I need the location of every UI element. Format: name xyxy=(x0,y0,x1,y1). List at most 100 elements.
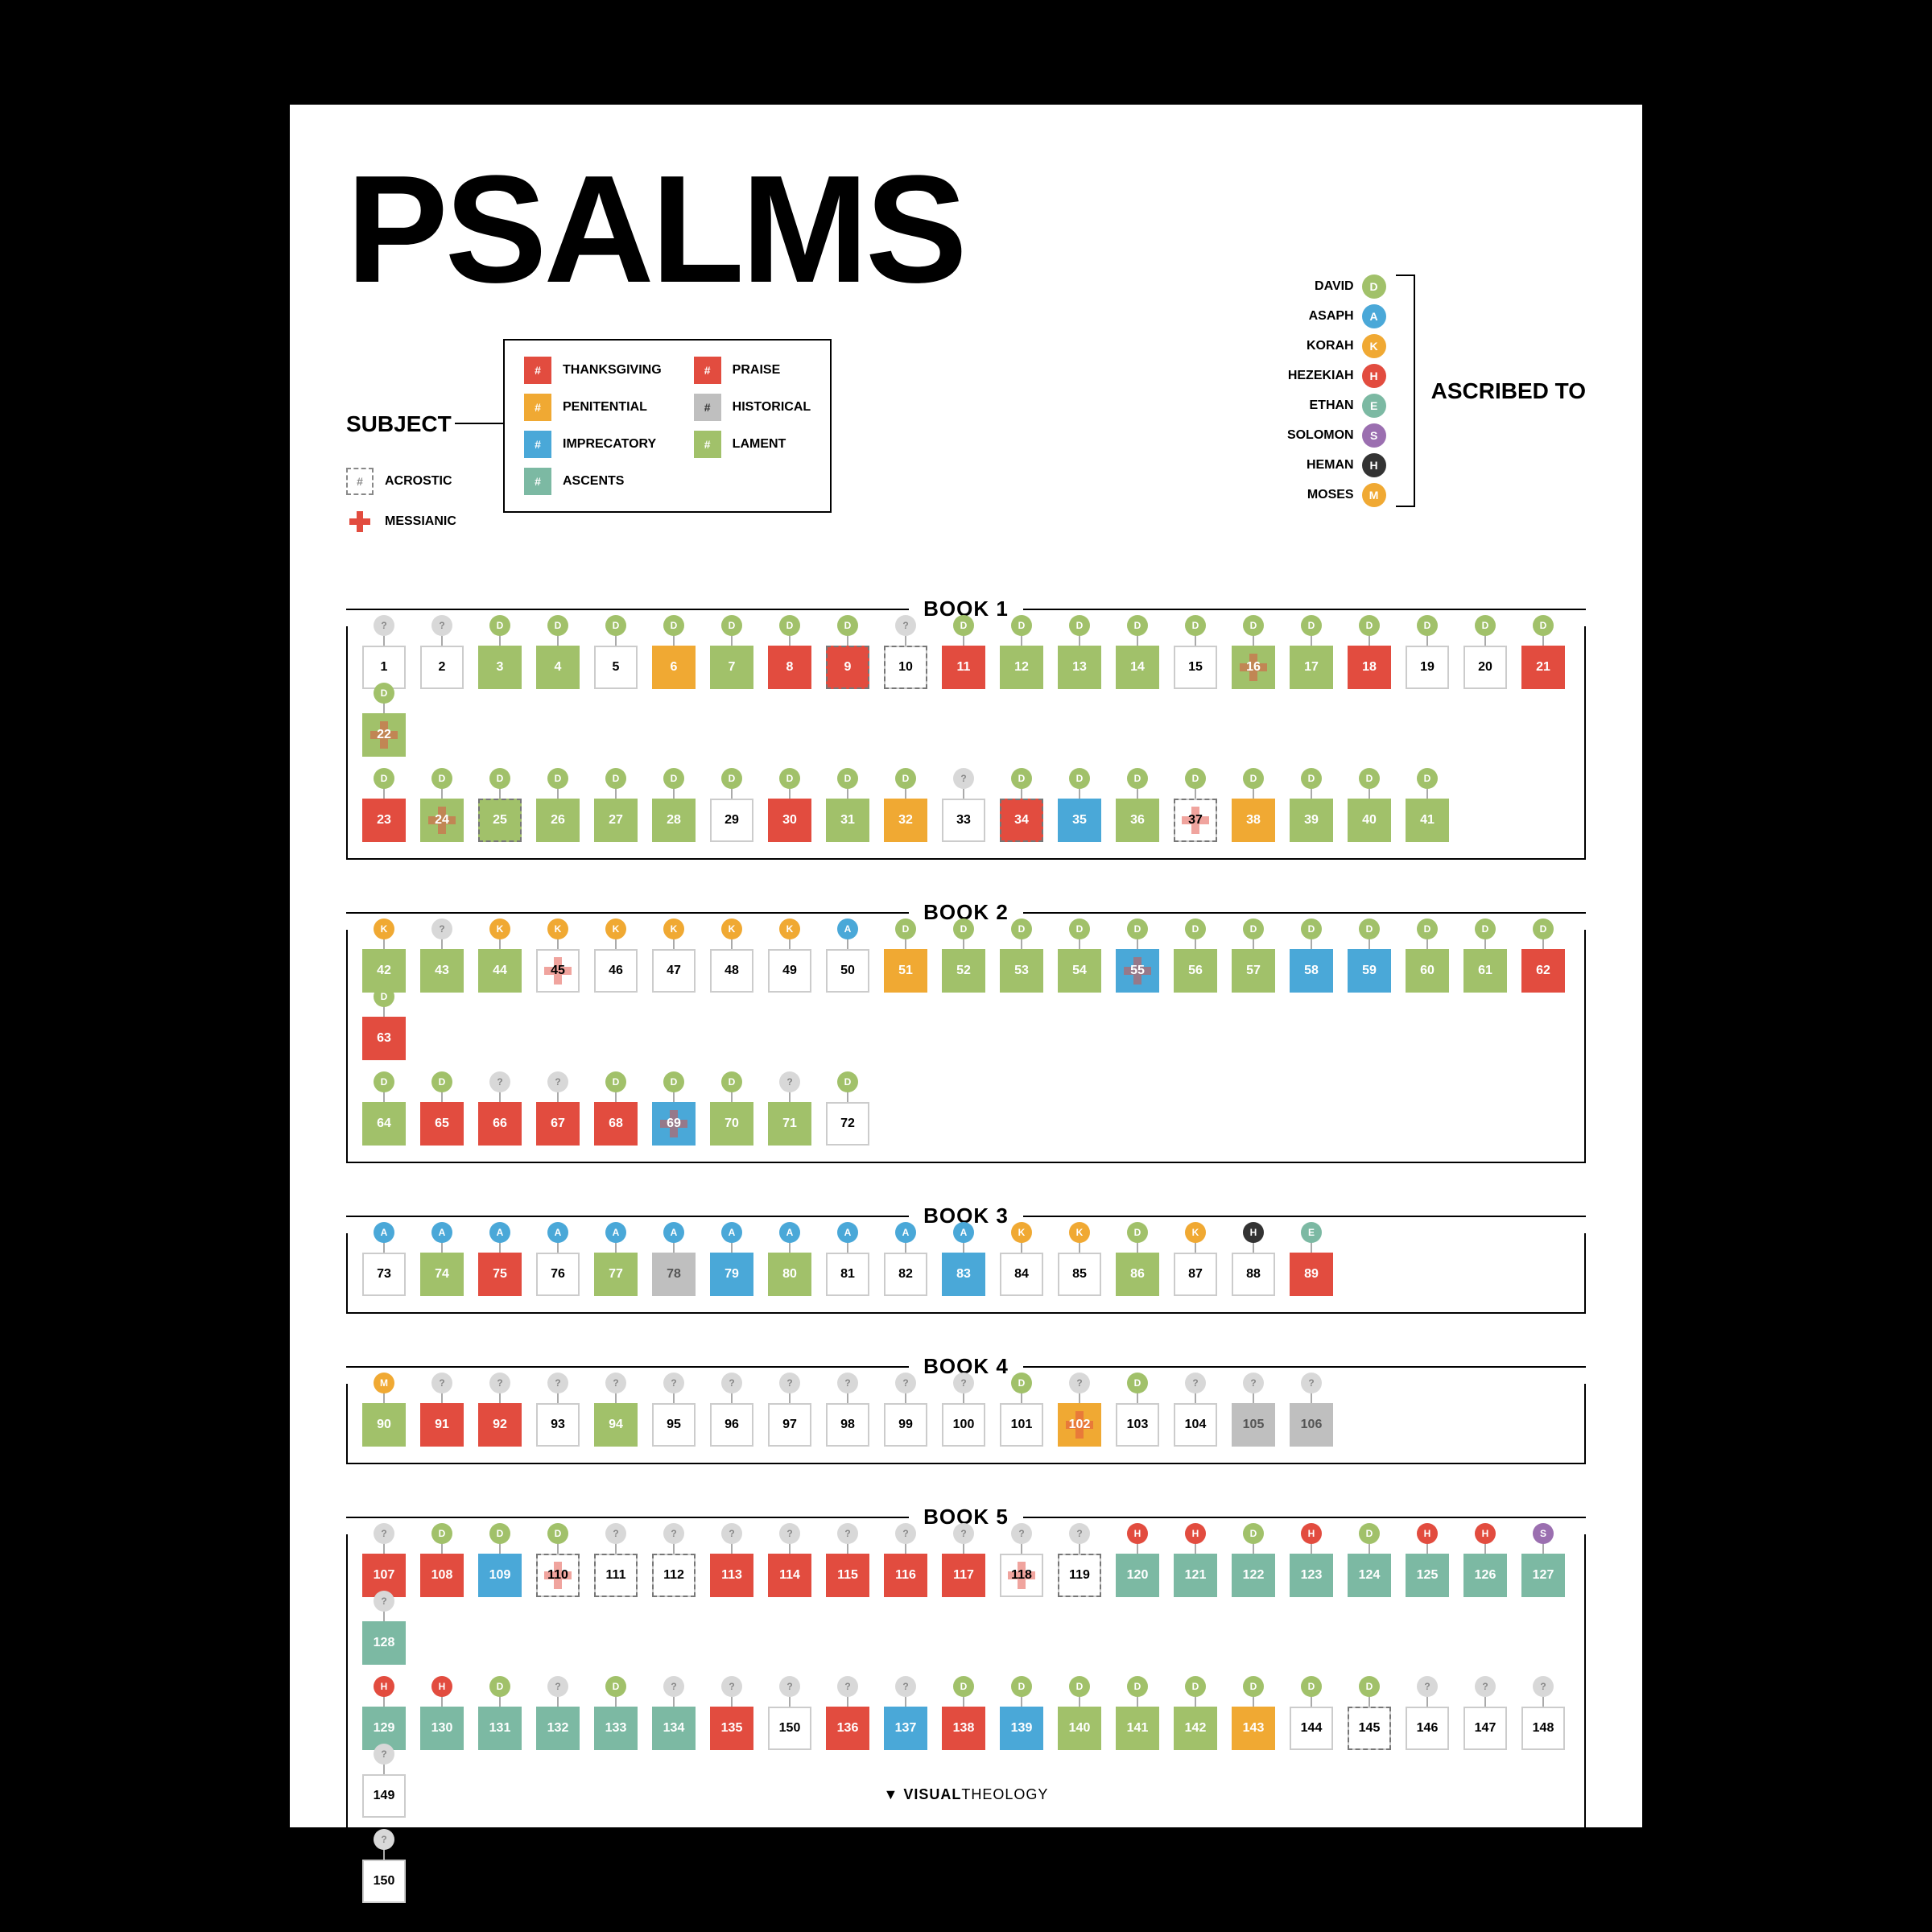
author-dot: A xyxy=(605,1222,626,1243)
author-dot: ? xyxy=(1301,1373,1322,1393)
psalm-cell: D4 xyxy=(536,636,580,689)
psalm-cell: D64 xyxy=(362,1092,406,1146)
psalm-tile: 63 xyxy=(362,1017,406,1060)
author-dot: ? xyxy=(663,1676,684,1697)
psalm-number: 119 xyxy=(1069,1568,1090,1583)
psalm-tile: 50 xyxy=(826,949,869,993)
author-dot: D xyxy=(605,1676,626,1697)
psalm-number: 124 xyxy=(1359,1568,1381,1583)
psalm-number: 37 xyxy=(1188,813,1203,828)
psalm-tile: 111 xyxy=(594,1554,638,1597)
author-dot: ? xyxy=(547,1071,568,1092)
book-section: BOOK 1?1?2D3D4D5D6D7D8D9?10D11D12D13D14D… xyxy=(346,597,1586,860)
psalm-tile: 100 xyxy=(942,1403,985,1447)
psalm-number: 70 xyxy=(724,1117,739,1131)
author-dot: ? xyxy=(721,1676,742,1697)
author-dot: D xyxy=(1359,1523,1380,1544)
author-dot: D xyxy=(374,986,394,1007)
legend-row: #IMPRECATORY xyxy=(524,431,662,458)
author-dot: ? xyxy=(895,1523,916,1544)
author-dot: D xyxy=(1011,768,1032,789)
psalm-number: 115 xyxy=(837,1568,858,1583)
psalm-cell: D54 xyxy=(1058,939,1101,993)
swatch: # xyxy=(524,431,551,458)
author-dot: M xyxy=(374,1373,394,1393)
acrostic-legend: # ACROSTIC xyxy=(346,468,456,495)
psalm-tile: 92 xyxy=(478,1403,522,1447)
psalm-cell: D21 xyxy=(1521,636,1565,689)
psalm-row: M90?91?92?93?94?95?96?97?98?99?100D101?1… xyxy=(362,1393,1570,1447)
psalm-cell: A76 xyxy=(536,1243,580,1296)
psalm-tile: 97 xyxy=(768,1403,811,1447)
psalm-number: 121 xyxy=(1185,1568,1207,1583)
psalm-cell: D28 xyxy=(652,789,696,842)
psalm-cell: D37 xyxy=(1174,789,1217,842)
psalm-cell: A74 xyxy=(420,1243,464,1296)
psalm-tile: 96 xyxy=(710,1403,753,1447)
psalm-cell: D25 xyxy=(478,789,522,842)
psalm-cell: ?105 xyxy=(1232,1393,1275,1447)
psalm-cell: D51 xyxy=(884,939,927,993)
psalm-cell: H130 xyxy=(420,1697,464,1750)
psalm-tile: 132 xyxy=(536,1707,580,1750)
psalm-tile: 48 xyxy=(710,949,753,993)
psalm-number: 26 xyxy=(551,813,565,828)
psalm-number: 31 xyxy=(840,813,855,828)
psalm-cell: D140 xyxy=(1058,1697,1101,1750)
psalm-tile: 8 xyxy=(768,646,811,689)
psalm-cell: ?10 xyxy=(884,636,927,689)
author-circle: H xyxy=(1362,364,1386,388)
psalm-number: 3 xyxy=(497,660,504,675)
psalm-number: 108 xyxy=(431,1568,453,1583)
psalm-cell: ?92 xyxy=(478,1393,522,1447)
ascribed-bracket xyxy=(1396,275,1415,507)
subject-column-2: #PRAISE#HISTORICAL#LAMENT xyxy=(694,357,811,495)
author-dot: D xyxy=(1069,768,1090,789)
psalm-tile: 47 xyxy=(652,949,696,993)
psalm-cell: D139 xyxy=(1000,1697,1043,1750)
psalm-number: 132 xyxy=(547,1721,569,1736)
psalm-cell: D62 xyxy=(1521,939,1565,993)
author-dot: ? xyxy=(489,1373,510,1393)
psalm-tile: 136 xyxy=(826,1707,869,1750)
ascribed-label: ASCRIBED TO xyxy=(1431,378,1586,404)
psalm-cell: K42 xyxy=(362,939,406,993)
author-dot: ? xyxy=(431,919,452,939)
psalm-tile: 118 xyxy=(1000,1554,1043,1597)
psalm-number: 112 xyxy=(663,1568,684,1583)
psalm-tile: 141 xyxy=(1116,1707,1159,1750)
psalm-number: 126 xyxy=(1475,1568,1496,1583)
brand-footer: ▼ VISUALTHEOLOGY xyxy=(290,1786,1642,1803)
psalm-cell: ?137 xyxy=(884,1697,927,1750)
psalm-cell: ?135 xyxy=(710,1697,753,1750)
psalm-tile: 75 xyxy=(478,1253,522,1296)
author-dot: ? xyxy=(489,1071,510,1092)
book-section: BOOK 2K42?43K44K45K46K47K48K49A50D51D52D… xyxy=(346,900,1586,1163)
psalm-number: 91 xyxy=(435,1418,449,1432)
psalm-tile: 53 xyxy=(1000,949,1043,993)
author-dot: D xyxy=(1243,768,1264,789)
author-dot: D xyxy=(1185,615,1206,636)
psalm-number: 13 xyxy=(1072,660,1087,675)
psalm-number: 120 xyxy=(1127,1568,1149,1583)
psalm-number: 129 xyxy=(374,1721,395,1736)
psalm-tile: 142 xyxy=(1174,1707,1217,1750)
psalm-cell: ?118 xyxy=(1000,1544,1043,1597)
psalm-tile: 76 xyxy=(536,1253,580,1296)
psalm-tile: 4 xyxy=(536,646,580,689)
psalm-tile: 35 xyxy=(1058,799,1101,842)
psalm-tile: 112 xyxy=(652,1554,696,1597)
psalm-cell: D144 xyxy=(1290,1697,1333,1750)
author-dot: D xyxy=(1475,615,1496,636)
author-dot: K xyxy=(663,919,684,939)
psalm-number: 84 xyxy=(1014,1267,1029,1282)
author-dot: ? xyxy=(547,1676,568,1697)
psalm-number: 24 xyxy=(435,813,449,828)
author-dot: D xyxy=(1243,1676,1264,1697)
psalm-number: 146 xyxy=(1417,1721,1439,1736)
psalm-cell: D6 xyxy=(652,636,696,689)
psalm-tile: 51 xyxy=(884,949,927,993)
psalm-cell: D18 xyxy=(1348,636,1391,689)
author-dot: D xyxy=(489,1676,510,1697)
psalm-number: 142 xyxy=(1185,1721,1207,1736)
